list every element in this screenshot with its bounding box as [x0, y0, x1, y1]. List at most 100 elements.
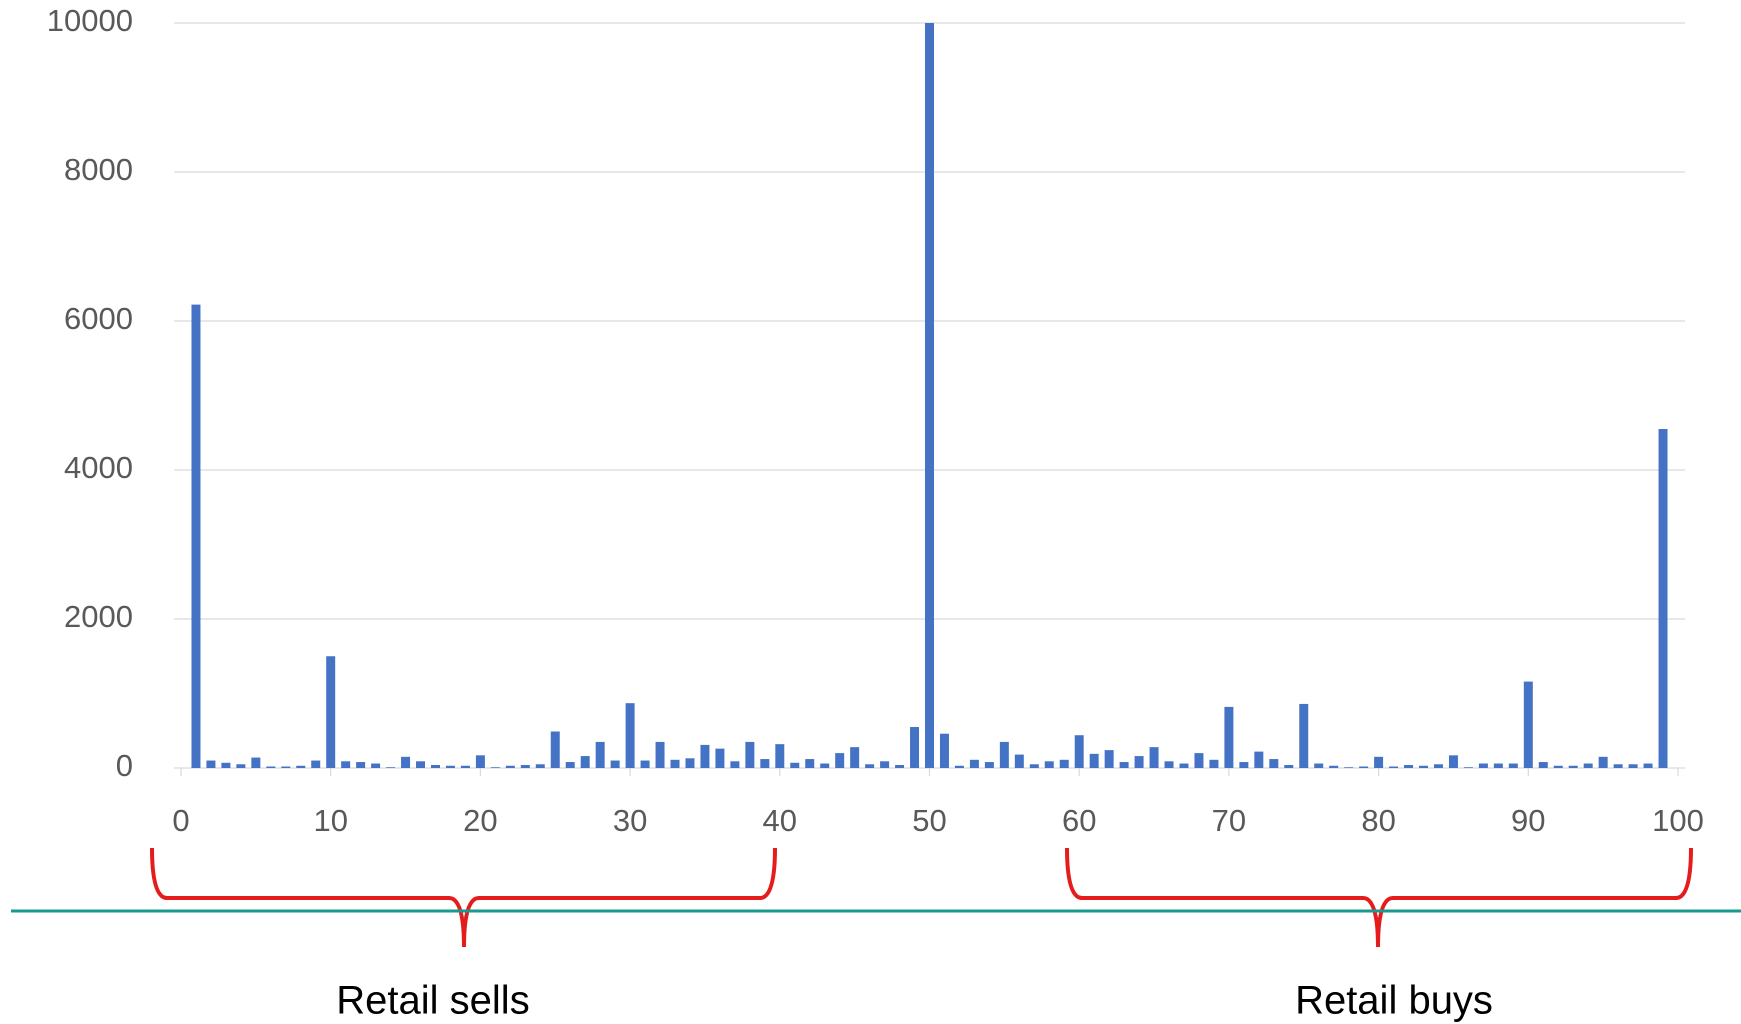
bar — [236, 764, 246, 768]
bar — [925, 23, 934, 768]
brace — [1065, 847, 1693, 948]
bar — [1104, 750, 1114, 768]
bar — [655, 741, 665, 768]
x-tick-label: 60 — [1062, 803, 1096, 838]
bar — [640, 760, 650, 768]
bar — [1299, 703, 1309, 768]
bar — [790, 762, 800, 768]
bar — [939, 733, 949, 768]
bar — [206, 760, 216, 768]
y-tick-label: 4000 — [64, 450, 133, 485]
bar — [1493, 763, 1503, 768]
bar — [1284, 765, 1294, 768]
bar — [1658, 429, 1668, 768]
bar — [1448, 755, 1458, 768]
annotation: Retail sells — [336, 979, 529, 1023]
x-tick-label: 10 — [313, 803, 347, 838]
bar — [625, 703, 635, 768]
bar — [1344, 767, 1354, 768]
bar — [730, 761, 740, 768]
bar — [1179, 763, 1189, 768]
bar — [850, 747, 860, 768]
bar — [520, 765, 530, 768]
bar — [221, 762, 231, 768]
bar — [685, 758, 695, 768]
x-tick-label: 70 — [1212, 803, 1246, 838]
brace — [150, 847, 777, 948]
y-tick-label: 10000 — [47, 3, 133, 38]
bar — [401, 756, 411, 768]
bar — [1628, 764, 1638, 768]
bar — [1553, 765, 1563, 768]
bar — [490, 767, 500, 768]
bar — [700, 744, 710, 768]
bar — [460, 765, 470, 768]
bar — [1239, 762, 1249, 768]
bar — [805, 759, 815, 768]
bar — [1089, 753, 1099, 768]
bar — [475, 755, 485, 768]
bar — [1149, 747, 1159, 768]
bar — [999, 741, 1009, 768]
bar — [1059, 759, 1069, 768]
braces — [150, 847, 1693, 948]
bar — [565, 762, 575, 768]
bar — [670, 759, 680, 768]
bar — [1374, 756, 1384, 768]
x-tick-label: 20 — [463, 803, 497, 838]
y-tick-label: 2000 — [64, 599, 133, 634]
bar — [1209, 759, 1219, 768]
bar — [1014, 754, 1024, 768]
bar — [535, 764, 545, 768]
x-tick-label: 100 — [1652, 803, 1704, 838]
bar — [1074, 735, 1084, 768]
bar — [311, 760, 321, 768]
bar — [505, 765, 515, 768]
y-tick-label: 8000 — [64, 152, 133, 187]
bar — [1538, 762, 1548, 768]
bar — [326, 656, 336, 768]
bar — [386, 767, 396, 768]
bar — [1269, 759, 1279, 768]
bar — [1463, 767, 1473, 768]
bar — [416, 761, 426, 768]
bar — [910, 727, 920, 768]
bar — [775, 744, 785, 768]
bar — [1224, 706, 1234, 768]
bar — [1029, 764, 1039, 768]
bar — [266, 766, 276, 768]
bar — [1583, 763, 1593, 768]
annotation: Retail buys — [1295, 979, 1493, 1023]
bar — [191, 304, 201, 768]
bar — [251, 757, 261, 768]
bar — [1478, 763, 1488, 768]
bar — [341, 761, 351, 768]
bar — [281, 766, 291, 768]
bar — [610, 760, 620, 768]
bar — [1613, 764, 1623, 768]
bar — [745, 741, 755, 768]
bar — [865, 764, 875, 768]
bar — [954, 765, 964, 768]
bar — [1523, 681, 1533, 768]
x-tick-label: 80 — [1361, 803, 1395, 838]
bar — [356, 762, 366, 768]
bar — [1164, 761, 1174, 768]
bar — [820, 763, 830, 768]
bar — [445, 765, 455, 768]
bar — [1419, 765, 1429, 768]
x-tick-label: 0 — [172, 803, 189, 838]
bar — [1643, 763, 1653, 768]
bar — [1254, 751, 1264, 768]
bar — [760, 759, 770, 768]
bar — [1359, 766, 1369, 768]
bar — [969, 759, 979, 768]
bar — [1119, 762, 1129, 768]
bar — [580, 756, 590, 768]
bar — [880, 761, 890, 768]
bar — [1598, 756, 1608, 768]
bar — [550, 731, 560, 768]
bar — [1314, 763, 1324, 768]
bar — [1389, 766, 1399, 768]
